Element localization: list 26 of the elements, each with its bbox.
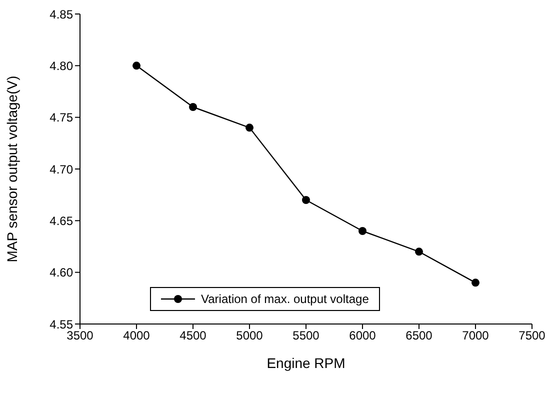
x-axis-title: Engine RPM (266, 355, 346, 371)
point (358, 227, 366, 235)
x-tick-label: 3500 (66, 328, 94, 343)
x-tick-label: 4500 (180, 328, 207, 343)
point (189, 103, 197, 111)
y-axis-title: MAP sensor output voltage(V) (4, 76, 20, 262)
y-tick-label: 4.85 (50, 7, 74, 22)
y-tick-label: 4.60 (50, 266, 74, 280)
x-tick-label: 6500 (406, 328, 433, 343)
point (415, 248, 423, 256)
point (302, 196, 310, 204)
x-tick-label: 7500 (518, 328, 546, 343)
y-tick-label: 4.65 (50, 214, 74, 228)
y-tick-label: 4.75 (50, 110, 74, 125)
y-tick-label: 4.80 (50, 58, 74, 73)
legend-label: Variation of max. output voltage (201, 292, 369, 306)
point (132, 62, 140, 70)
x-tick-label: 4000 (123, 328, 150, 343)
x-tick-label: 6000 (349, 328, 376, 343)
x-tick-label: 7000 (462, 328, 490, 343)
x-tick-label: 5500 (292, 328, 320, 343)
point (246, 124, 254, 132)
x-tick-label: 5000 (236, 328, 264, 343)
y-tick-label: 4.55 (50, 317, 74, 332)
point (472, 278, 480, 287)
y-tick-label: 4.70 (50, 162, 74, 176)
